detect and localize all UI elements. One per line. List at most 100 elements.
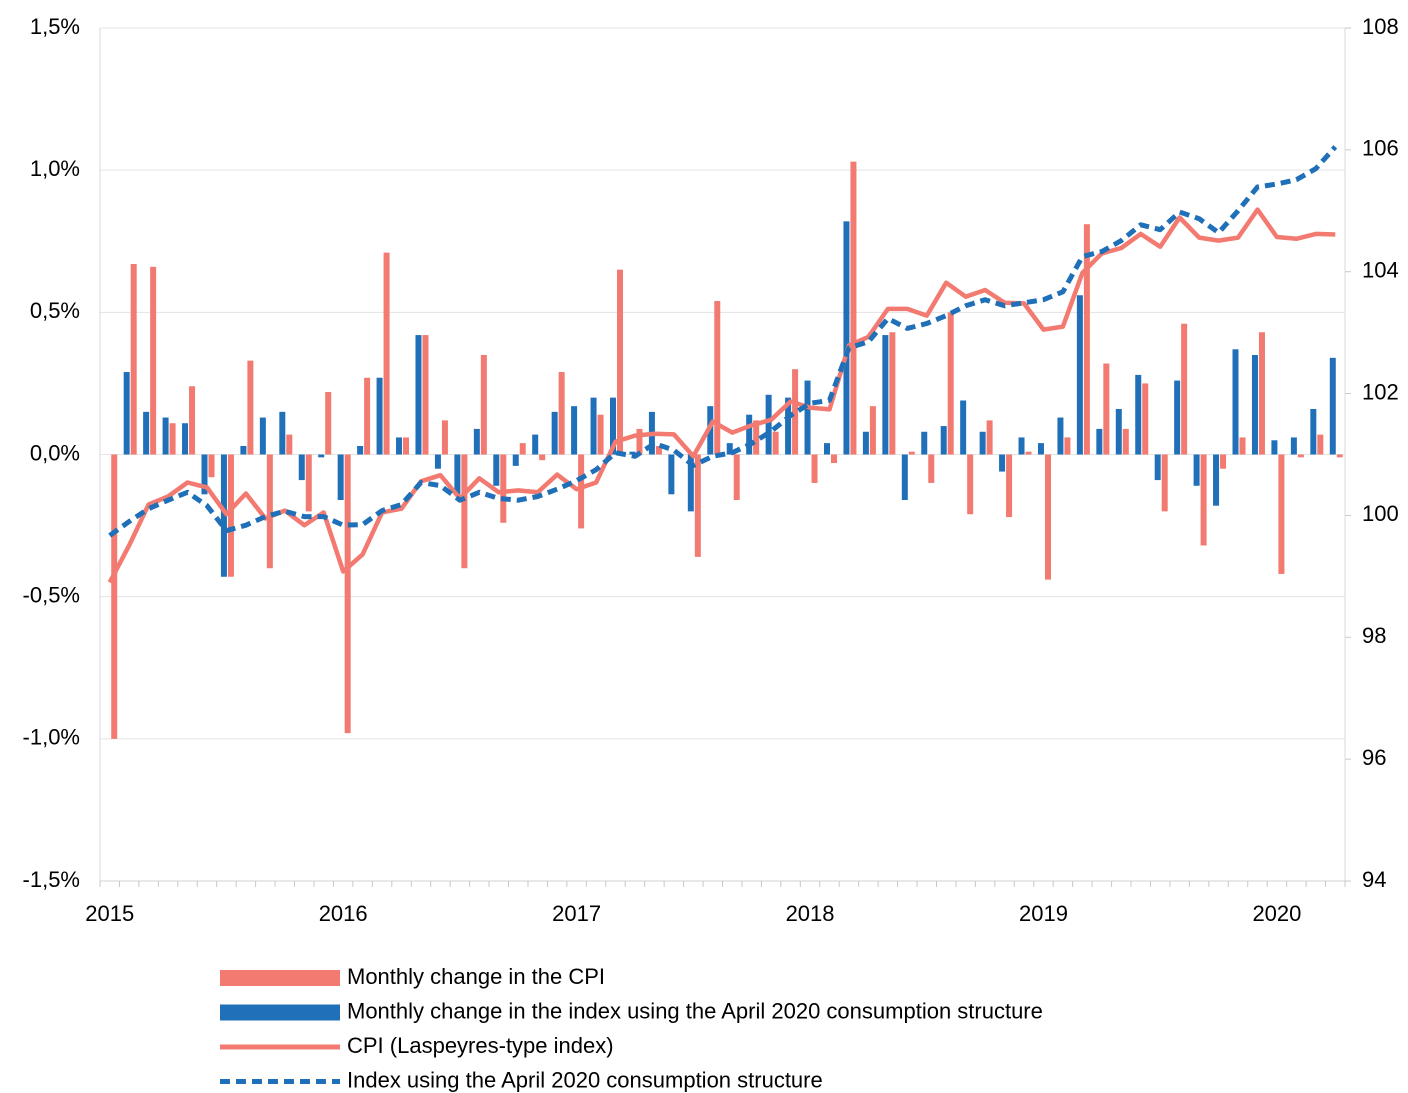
bar <box>344 454 351 734</box>
bar <box>415 335 422 455</box>
y-tick-label: -1,5% <box>23 867 80 892</box>
bar <box>130 263 137 455</box>
x-tick-label: 2018 <box>786 901 835 926</box>
bar <box>947 312 954 455</box>
bar <box>960 400 967 455</box>
bar <box>772 431 779 455</box>
bar <box>999 454 1006 472</box>
bar <box>201 454 208 495</box>
bar <box>1006 454 1013 518</box>
bar <box>1181 323 1188 455</box>
bar <box>655 445 662 455</box>
bar <box>227 454 234 577</box>
bar <box>1174 380 1181 455</box>
bar <box>869 406 876 455</box>
bar <box>882 335 889 455</box>
y2-tick-label: 104 <box>1362 258 1399 283</box>
x-tick-label: 2019 <box>1019 901 1068 926</box>
bar <box>746 414 753 455</box>
y-tick-label: 1,0% <box>30 156 80 181</box>
y2-tick-label: 94 <box>1362 867 1386 892</box>
y2-tick-label: 96 <box>1362 745 1386 770</box>
bar <box>182 423 189 455</box>
bar <box>804 380 811 455</box>
bar <box>1193 454 1200 486</box>
bar <box>403 437 410 455</box>
bar <box>473 428 480 455</box>
bar <box>1057 417 1064 455</box>
bar <box>1317 434 1324 455</box>
bar <box>1064 437 1071 455</box>
y-tick-label: 0,5% <box>30 298 80 323</box>
bar <box>1018 437 1025 455</box>
bar <box>1232 349 1239 455</box>
bar <box>830 454 837 464</box>
bar <box>1200 454 1207 546</box>
x-tick-label: 2017 <box>552 901 601 926</box>
dashed-line <box>108 145 1338 538</box>
bar <box>1297 454 1304 458</box>
bar <box>454 454 461 495</box>
bar <box>636 428 643 455</box>
legend-label: Index using the April 2020 consumption s… <box>347 1067 823 1092</box>
bar <box>208 454 215 478</box>
bar <box>337 454 344 500</box>
bar <box>597 414 604 455</box>
bar <box>694 454 701 557</box>
bar <box>811 454 818 483</box>
bar <box>220 454 227 577</box>
bar <box>318 454 325 458</box>
y-tick-label: 0,0% <box>30 440 80 465</box>
bar <box>578 454 585 529</box>
legend-swatch <box>220 970 340 986</box>
y2-tick-label: 98 <box>1362 623 1386 648</box>
bar <box>1310 409 1317 455</box>
y2-tick-label: 106 <box>1362 136 1399 161</box>
bar <box>512 454 519 466</box>
legend-label: Monthly change in the CPI <box>347 964 605 989</box>
bar <box>1329 357 1336 455</box>
bar <box>500 454 507 523</box>
bar <box>240 445 247 455</box>
bar <box>571 406 578 455</box>
bar <box>434 454 441 469</box>
bar <box>422 335 429 455</box>
bar <box>590 397 597 455</box>
bar <box>279 411 286 455</box>
bar <box>1271 440 1278 455</box>
bar <box>493 454 500 486</box>
line <box>107 207 1336 584</box>
legend-label: Monthly change in the index using the Ap… <box>347 998 1043 1023</box>
bar <box>979 431 986 455</box>
bar <box>726 443 733 455</box>
y-tick-label: -0,5% <box>23 582 80 607</box>
bar <box>889 332 896 455</box>
bar <box>123 372 130 455</box>
bar <box>928 454 935 483</box>
bar <box>733 454 740 500</box>
bar <box>1278 454 1285 574</box>
bar <box>843 221 850 455</box>
bar <box>461 454 468 569</box>
y2-tick-label: 102 <box>1362 379 1399 404</box>
bar <box>862 431 869 455</box>
bar <box>1083 224 1090 455</box>
bar <box>162 417 169 455</box>
bar <box>357 445 364 455</box>
bar <box>940 426 947 455</box>
bar <box>1213 454 1220 506</box>
bar <box>1154 454 1161 481</box>
bar <box>901 454 908 500</box>
bar <box>967 454 974 515</box>
bar <box>1220 454 1227 469</box>
bar <box>532 434 539 455</box>
legend-label: CPI (Laspeyres-type index) <box>347 1033 614 1058</box>
bar <box>189 386 196 455</box>
bar <box>1025 451 1032 455</box>
bar <box>785 397 792 455</box>
bar <box>1076 295 1083 455</box>
bar <box>1122 428 1129 455</box>
x-tick-label: 2020 <box>1252 901 1301 926</box>
bar <box>1161 454 1168 512</box>
